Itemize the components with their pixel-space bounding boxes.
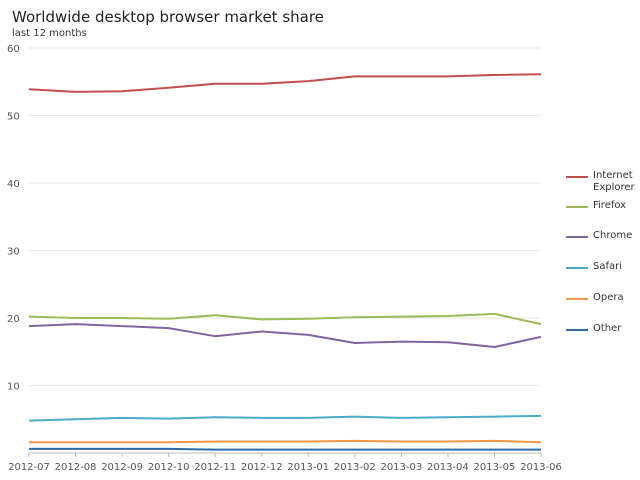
series-line-safari [28, 414, 542, 422]
legend-swatch [566, 329, 588, 331]
legend-label: Firefox [593, 200, 627, 211]
y-tick-label: 30 [7, 247, 20, 258]
series-line-internet-explorer [28, 73, 542, 93]
x-tick-label: 2013-04 [427, 462, 469, 473]
legend-item-opera: Opera [566, 292, 640, 304]
legend-label: Safari [593, 261, 623, 272]
x-tick-label: 2012-10 [148, 462, 190, 473]
legend-item-safari: Safari [566, 261, 640, 273]
legend-swatch [566, 236, 588, 238]
x-tick-label: 2012-12 [241, 462, 283, 473]
legend-swatch [566, 176, 588, 178]
legend-label: Other [593, 323, 622, 334]
legend-item-chrome: Chrome [566, 230, 640, 242]
legend-swatch [566, 206, 588, 208]
x-tick-label: 2012-11 [194, 462, 236, 473]
x-tick-label: 2012-09 [101, 462, 143, 473]
x-tick-label: 2013-06 [520, 462, 562, 473]
x-tick-label: 2013-05 [474, 462, 516, 473]
y-tick-label: 60 [7, 44, 20, 55]
chart-subtitle: last 12 months [12, 28, 87, 39]
x-tick-label: 2012-07 [8, 462, 50, 473]
chart-title: Worldwide desktop browser market share [12, 8, 324, 26]
x-tick-label: 2013-02 [334, 462, 376, 473]
legend-swatch [566, 298, 588, 300]
series-line-firefox [28, 312, 542, 326]
legend-label: Opera [593, 292, 624, 303]
legend-item-internet-explorer: Internet Explorer [566, 170, 640, 194]
legend-label: Internet Explorer [593, 170, 635, 193]
legend-item-firefox: Firefox [566, 200, 640, 212]
series-line-chrome [28, 323, 542, 348]
x-tick-label: 2013-01 [287, 462, 329, 473]
y-tick-label: 50 [7, 112, 20, 123]
x-tick-label: 2012-08 [55, 462, 97, 473]
y-tick-label: 20 [7, 314, 20, 325]
legend-item-other: Other [566, 323, 640, 335]
y-tick-label: 40 [7, 179, 20, 190]
series-line-opera [29, 439, 542, 444]
legend-swatch [566, 267, 588, 269]
series-line-other [29, 447, 541, 451]
legend-label: Chrome [593, 230, 633, 241]
x-tick-label: 2013-03 [380, 462, 422, 473]
y-tick-label: 10 [7, 382, 20, 393]
